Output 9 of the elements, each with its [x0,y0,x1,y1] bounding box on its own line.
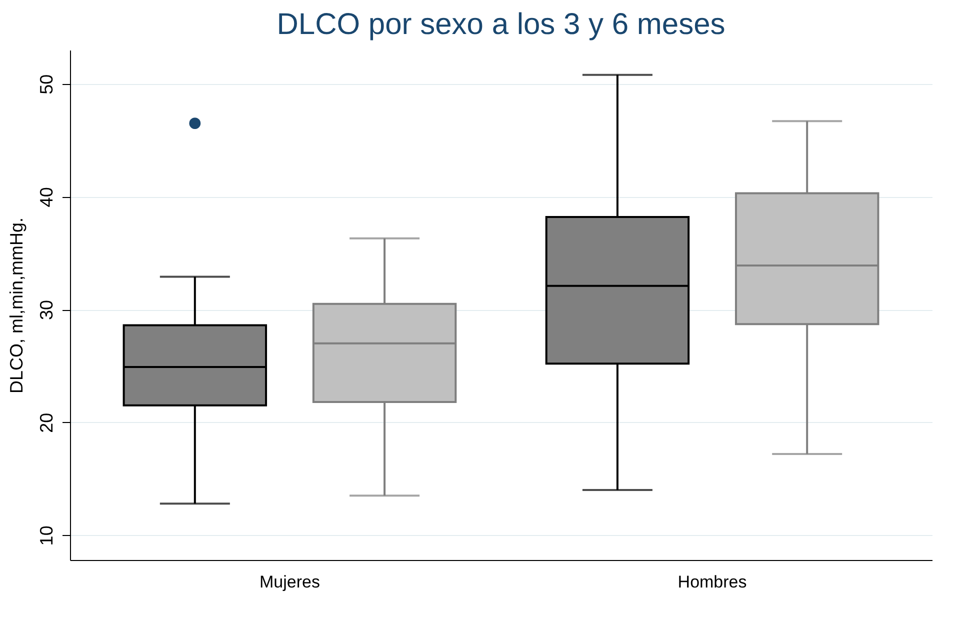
y-tick-label: 30 [36,300,56,320]
x-tick-label: Hombres [678,572,747,592]
chart-title: DLCO por sexo a los 3 y 6 meses [276,8,726,41]
y-tick-label: 20 [36,412,56,433]
y-tick-label: 10 [36,526,56,546]
y-axis-title: DLCO, ml,min,mmHg. [6,217,26,394]
x-tick-label: Mujeres [259,572,320,592]
y-tick-label: 40 [36,187,56,208]
y-tick-label: 50 [36,74,56,94]
